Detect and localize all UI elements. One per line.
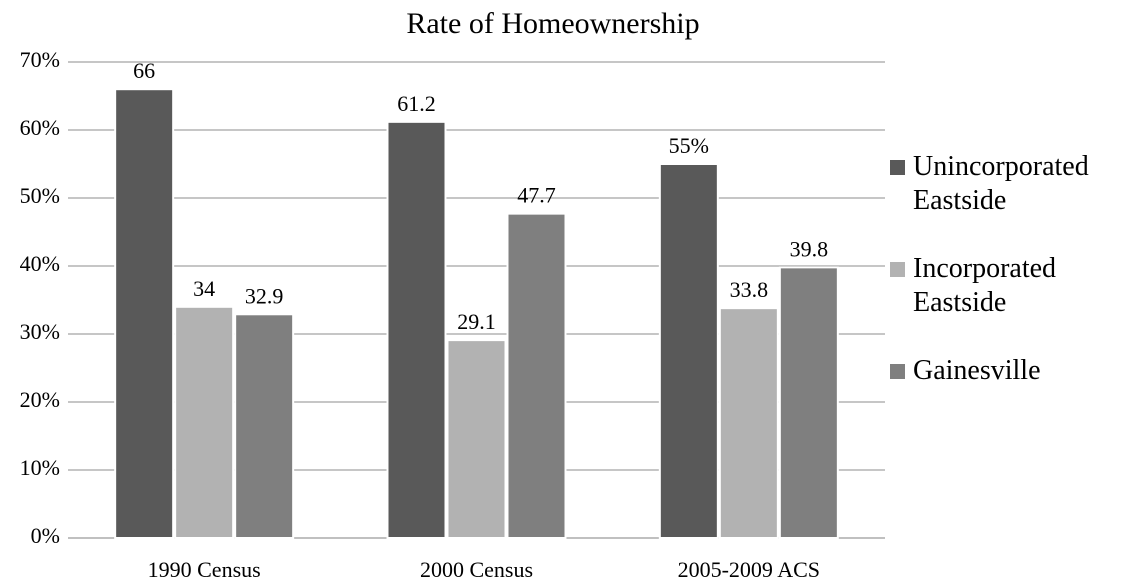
bar (506, 212, 567, 539)
bar (778, 266, 839, 539)
data-label: 32.9 (245, 283, 284, 308)
x-tick-label: 1990 Census (148, 557, 261, 582)
legend-swatch (890, 160, 905, 175)
bar (658, 163, 719, 539)
bar (386, 120, 447, 539)
y-tick-label: 10% (20, 455, 60, 480)
data-label: 61.2 (397, 91, 436, 116)
bar (234, 313, 295, 539)
y-tick-label: 40% (20, 251, 60, 276)
bar (446, 339, 507, 539)
bar (174, 305, 235, 539)
legend-item: Incorporated Eastside (890, 252, 1120, 320)
data-label: 47.7 (517, 183, 556, 208)
legend-swatch (890, 364, 905, 379)
y-tick-label: 50% (20, 183, 60, 208)
x-tick-label: 2005-2009 ACS (678, 557, 820, 582)
y-tick-label: 0% (31, 523, 60, 548)
legend: Unincorporated Eastside Incorporated East… (890, 150, 1120, 422)
bar (718, 307, 779, 539)
data-label: 55% (669, 133, 709, 158)
legend-label: Incorporated Eastside (913, 253, 1057, 318)
y-tick-label: 30% (20, 319, 60, 344)
x-tick-label: 2000 Census (420, 557, 533, 582)
chart-title: Rate of Homeownership (406, 7, 699, 40)
data-label: 34 (193, 276, 215, 301)
legend-item: Gainesville (890, 354, 1120, 388)
data-label: 39.8 (790, 236, 829, 261)
y-tick-label: 20% (20, 387, 60, 412)
y-tick-label: 60% (20, 115, 60, 140)
bar (114, 88, 175, 539)
legend-label: Unincorporated Eastside (913, 151, 1089, 216)
y-tick-label: 70% (20, 47, 60, 72)
legend-label: Gainesville (913, 355, 1041, 386)
data-label: 29.1 (457, 309, 496, 334)
data-label: 33.8 (730, 277, 769, 302)
data-label: 66 (133, 58, 155, 83)
legend-item: Unincorporated Eastside (890, 150, 1120, 218)
legend-swatch (890, 262, 905, 277)
